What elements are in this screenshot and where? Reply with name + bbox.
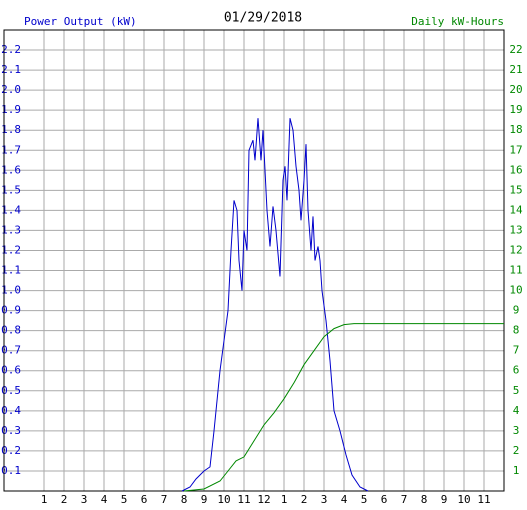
y-tick-label: 1.2 (1, 243, 21, 256)
y2-tick-label: 14 (509, 203, 523, 216)
line-series (183, 323, 504, 492)
y2-tick-label: 5 (513, 384, 520, 397)
x-tick-label: 11 (477, 493, 490, 506)
y2-tick-label: 12 (509, 243, 522, 256)
x-tick-label: 1 (281, 493, 288, 506)
y2-tick-label: 18 (509, 123, 522, 136)
x-tick-label: 10 (457, 493, 470, 506)
y2-tick-label: 7 (513, 344, 520, 357)
chart-title: 01/29/2018 (224, 11, 302, 26)
y-tick-label: 0.8 (1, 324, 21, 337)
x-tick-label: 8 (181, 493, 188, 506)
line-series (181, 118, 369, 492)
y-tick-label: 1.6 (1, 163, 21, 176)
y2-tick-label: 19 (509, 103, 522, 116)
y-tick-label: 1.1 (1, 264, 21, 277)
plot-border (3, 29, 505, 492)
y-tick-label: 0.1 (1, 464, 21, 477)
y-tick-label: 1.9 (1, 103, 21, 116)
x-tick-label: 9 (201, 493, 208, 506)
x-tick-label: 7 (161, 493, 168, 506)
y-tick-label: 1.5 (1, 183, 21, 196)
y2-tick-label: 1 (513, 464, 520, 477)
y-tick-label: 2.1 (1, 63, 21, 76)
x-tick-label: 4 (341, 493, 348, 506)
y2-tick-label: 13 (509, 223, 522, 236)
x-tick-label: 5 (361, 493, 368, 506)
x-tick-label: 1 (41, 493, 48, 506)
y-tick-label: 1.7 (1, 143, 21, 156)
y-tick-label: 1.0 (1, 284, 21, 297)
y2-tick-label: 22 (509, 43, 522, 56)
y-tick-label: 0.6 (1, 364, 21, 377)
y-tick-label: 2.2 (1, 43, 21, 56)
x-tick-label: 2 (301, 493, 308, 506)
y-tick-label: 0.3 (1, 424, 21, 437)
y2-tick-label: 3 (513, 424, 520, 437)
y-axis-label: Power Output (kW) (24, 15, 137, 28)
x-tick-label: 5 (121, 493, 128, 506)
x-tick-label: 7 (401, 493, 408, 506)
x-tick-label: 11 (237, 493, 250, 506)
y2-tick-label: 6 (513, 364, 520, 377)
y-tick-label: 0.4 (1, 404, 21, 417)
y2-tick-label: 11 (509, 264, 522, 277)
y2-axis-label: Daily kW-Hours (411, 15, 504, 28)
y-tick-label: 0.5 (1, 384, 21, 397)
y2-tick-label: 21 (509, 63, 522, 76)
y-tick-label: 1.4 (1, 203, 21, 216)
y-tick-label: 0.9 (1, 304, 21, 317)
x-tick-label: 10 (217, 493, 230, 506)
x-tick-label: 3 (81, 493, 88, 506)
y2-tick-label: 15 (509, 183, 522, 196)
y2-tick-label: 2 (513, 444, 520, 457)
y-tick-label: 0.7 (1, 344, 21, 357)
y2-tick-label: 17 (509, 143, 522, 156)
y-tick-label: 0.2 (1, 444, 21, 457)
x-tick-label: 12 (257, 493, 270, 506)
y-tick-label: 1.8 (1, 123, 21, 136)
y-tick-label: 2.0 (1, 83, 21, 96)
x-tick-label: 6 (381, 493, 388, 506)
y2-tick-label: 9 (513, 304, 520, 317)
x-tick-label: 9 (441, 493, 448, 506)
y-tick-label: 1.3 (1, 223, 21, 236)
y2-tick-label: 10 (509, 284, 522, 297)
y2-tick-label: 8 (513, 324, 520, 337)
x-tick-label: 4 (101, 493, 108, 506)
y2-tick-label: 16 (509, 163, 522, 176)
x-tick-label: 2 (61, 493, 68, 506)
y2-tick-label: 4 (513, 404, 520, 417)
y2-tick-label: 20 (509, 83, 522, 96)
x-tick-label: 3 (321, 493, 328, 506)
x-tick-label: 6 (141, 493, 148, 506)
x-tick-label: 8 (421, 493, 428, 506)
